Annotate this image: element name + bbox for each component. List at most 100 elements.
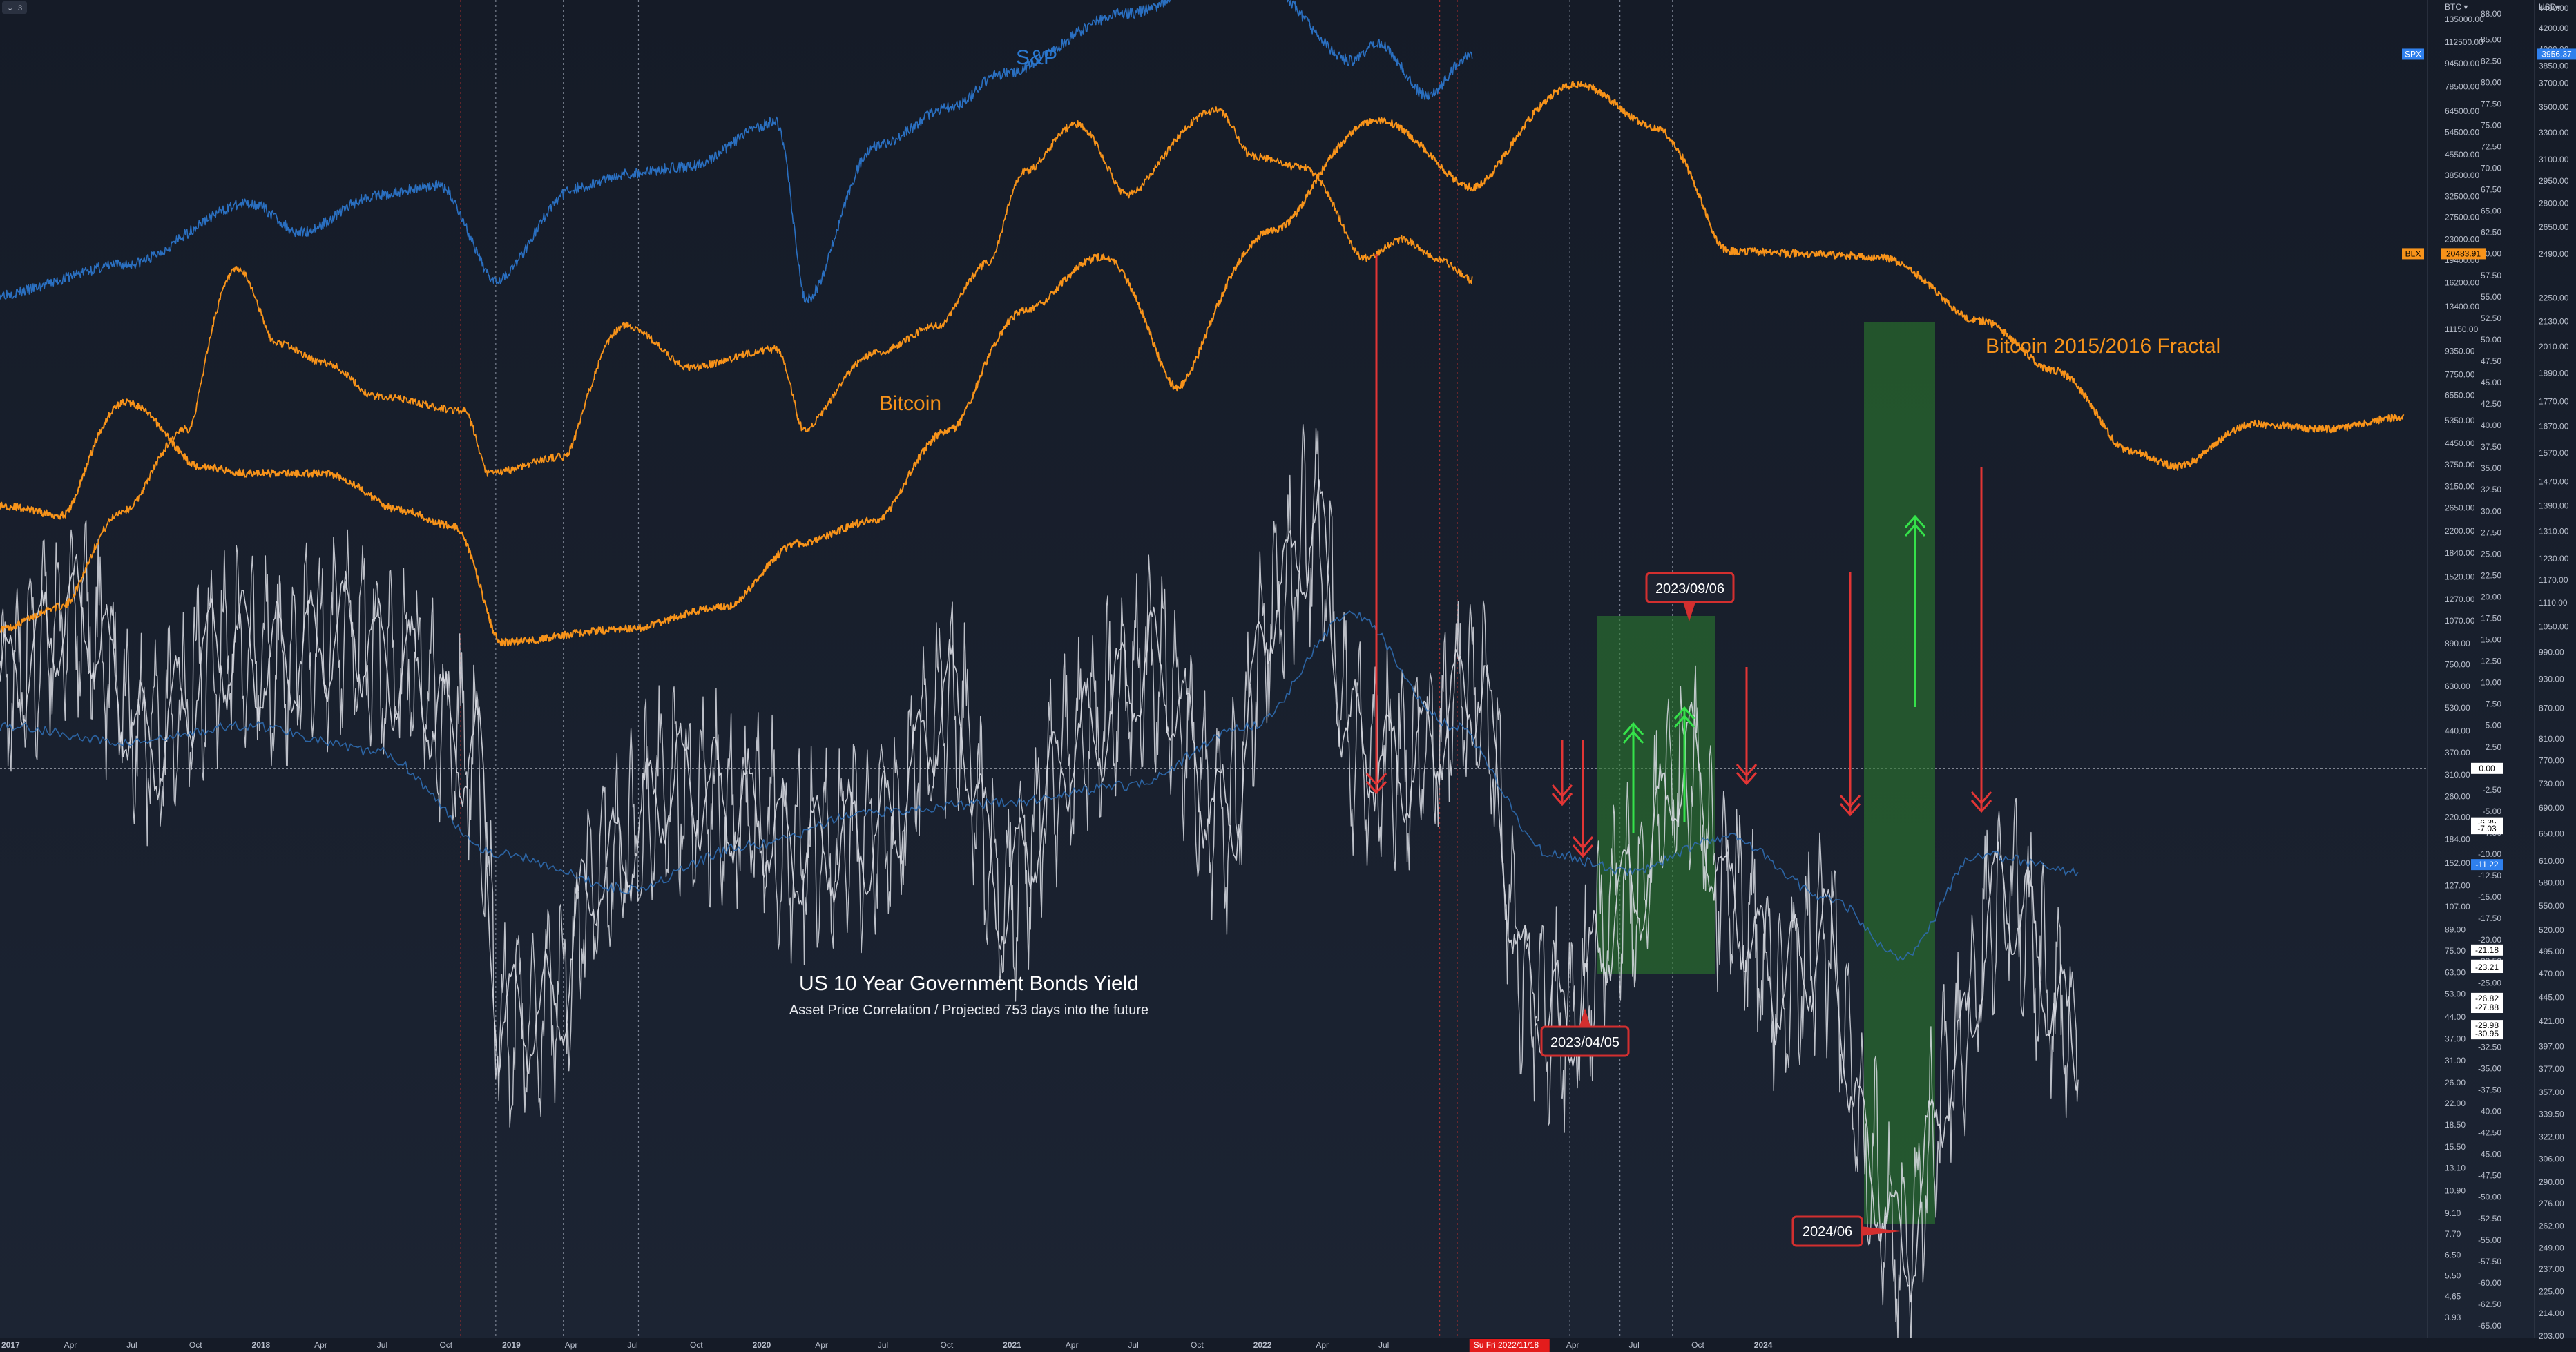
btc-tick-label: 44.00 <box>2445 1012 2466 1022</box>
spx-tick-label: 990.00 <box>2539 647 2564 657</box>
yield-tick-label: 40.00 <box>2481 421 2501 430</box>
down-arrow <box>1551 740 1573 807</box>
callout-2023-04-05[interactable]: 2023/04/05 <box>1540 1008 1630 1057</box>
btc-tick-label: 9350.00 <box>2445 347 2475 356</box>
btc-tick-label: 135000.00 <box>2445 15 2484 24</box>
btc-tick-label: 37.00 <box>2445 1034 2466 1043</box>
callout-2023-04-05-text: 2023/04/05 <box>1550 1035 1619 1050</box>
yield-value-badge-text: -11.22 <box>2475 860 2498 869</box>
btc-tick-label: 220.00 <box>2445 812 2470 822</box>
spx-tick-label: 214.00 <box>2539 1308 2564 1318</box>
btc-tick-label: 75.00 <box>2445 946 2466 956</box>
spx-symbol-badge-text: SPX <box>2405 49 2421 59</box>
yield-tick-label: -65.00 <box>2478 1321 2501 1331</box>
x-tick-label: Apr <box>815 1340 828 1350</box>
yield-tick-label: -25.00 <box>2478 978 2501 987</box>
spx-symbol-badge <box>2402 48 2424 60</box>
spx-axis-header[interactable]: USD▾ <box>2539 2 2560 12</box>
btc-tick-label: 107.00 <box>2445 902 2470 911</box>
x-tick-label: Jul <box>377 1340 387 1350</box>
btc-tick-label: 890.00 <box>2445 639 2470 648</box>
yield-tick-label: 72.50 <box>2481 142 2501 151</box>
down-arrow <box>1839 572 1861 817</box>
x-tick-label: 2024 <box>1754 1340 1773 1350</box>
btc-tick-label: 310.00 <box>2445 770 2470 780</box>
x-tick-label: Oct <box>690 1340 703 1350</box>
yield-value-badge <box>2471 1028 2503 1040</box>
series-line-fractal <box>0 81 2405 647</box>
btc-tick-label: 1840.00 <box>2445 548 2475 558</box>
btc-tick-label: 78500.00 <box>2445 82 2479 92</box>
yield-value-badge <box>2471 1020 2503 1032</box>
callout-2023-09-06[interactable]: 2023/09/06 <box>1645 572 1735 621</box>
spx-tick-label: 1310.00 <box>2539 526 2569 536</box>
btc-tick-label: 23000.00 <box>2445 235 2479 244</box>
yield-value-badge-text: -7.03 <box>2477 824 2497 833</box>
callout-2024-06[interactable]: 2024/06 <box>1791 1215 1901 1247</box>
x-tick-label: Jul <box>1629 1340 1640 1350</box>
yield-value-badge <box>2471 823 2503 835</box>
yield-tick-label: 55.00 <box>2481 292 2501 302</box>
yield-value-badge <box>2471 1002 2503 1014</box>
btc-tick-label: 1520.00 <box>2445 572 2475 582</box>
yield-tick-label: -52.50 <box>2478 1214 2501 1224</box>
bitcoin-label: Bitcoin <box>879 392 941 415</box>
spx-tick-label: 470.00 <box>2539 969 2564 978</box>
spx-tick-label: 650.00 <box>2539 829 2564 838</box>
spx-tick-label: 1050.00 <box>2539 622 2569 632</box>
btc-tick-label: 10.90 <box>2445 1186 2466 1195</box>
yield-tick-label: -15.00 <box>2478 892 2501 902</box>
btc-tick-label: 7.70 <box>2445 1229 2461 1239</box>
x-tick-label: 2022 <box>1253 1340 1272 1350</box>
x-tick-label: 2019 <box>502 1340 521 1350</box>
x-tick-label: Oct <box>439 1340 452 1350</box>
time-axis-bar[interactable] <box>0 1338 2576 1352</box>
spx-tick-label: 1470.00 <box>2539 476 2569 486</box>
yield-tick-label: 77.50 <box>2481 99 2501 108</box>
bonds-subtitle: Asset Price Correlation / Projected 753 … <box>789 1003 1148 1018</box>
spx-tick-label: 1170.00 <box>2539 575 2568 585</box>
down-arrow <box>1736 667 1758 786</box>
yield-value-badge-text: -29.98 <box>2475 1021 2499 1030</box>
callout-2023-09-06-text: 2023/09/06 <box>1655 581 1724 597</box>
up-arrow <box>1904 514 1926 707</box>
spx-tick-label: 495.00 <box>2539 947 2564 956</box>
x-tick-label: Apr <box>565 1340 578 1350</box>
btc-tick-label: 127.00 <box>2445 880 2470 890</box>
yield-tick-label: 10.00 <box>2481 678 2501 688</box>
btc-tick-label: 94500.00 <box>2445 59 2479 68</box>
spx-tick-label: 1890.00 <box>2539 368 2569 378</box>
yield-tick-label: 50.00 <box>2481 335 2501 345</box>
btc-tick-label: 3750.00 <box>2445 460 2475 470</box>
spx-tick-label: 3850.00 <box>2539 61 2569 70</box>
series-layer <box>0 0 2405 1352</box>
x-tick-label: 2017 <box>1 1340 20 1350</box>
yield-tick-label: -37.50 <box>2478 1085 2501 1094</box>
yield-tick-label: -2.50 <box>2483 785 2502 795</box>
yield-tick-label: -47.50 <box>2478 1171 2501 1181</box>
btc-tick-label: 440.00 <box>2445 726 2470 736</box>
btc-axis-header[interactable]: BTC ▾ <box>2445 2 2468 12</box>
svg-text:⌄: ⌄ <box>7 4 13 12</box>
toolbar-badge[interactable]: ⌄ 3 <box>2 1 27 14</box>
btc-tick-label: 6550.00 <box>2445 391 2475 400</box>
x-tick-label: Oct <box>941 1340 954 1350</box>
btc-tick-label: 3150.00 <box>2445 481 2475 491</box>
yield-tick-label: 22.50 <box>2481 570 2501 580</box>
btc-tick-label: 1270.00 <box>2445 595 2475 604</box>
spx-tick-label: 690.00 <box>2539 803 2564 813</box>
btc-tick-label: 11150.00 <box>2445 325 2479 334</box>
btc-tick-label: 370.00 <box>2445 748 2470 757</box>
blx-symbol-badge <box>2402 248 2424 260</box>
spx-tick-label: 357.00 <box>2539 1088 2564 1097</box>
spx-tick-label: 3300.00 <box>2539 128 2569 137</box>
spx-tick-label: 1670.00 <box>2539 422 2569 432</box>
down-arrow <box>1572 740 1594 858</box>
yield-tick-label: 65.00 <box>2481 206 2501 216</box>
spx-tick-label: 770.00 <box>2539 756 2564 766</box>
yield-tick-label: -32.50 <box>2478 1042 2501 1052</box>
yield-value-badge <box>2471 944 2503 956</box>
fractal-label: Bitcoin 2015/2016 Fractal <box>1986 335 2220 358</box>
